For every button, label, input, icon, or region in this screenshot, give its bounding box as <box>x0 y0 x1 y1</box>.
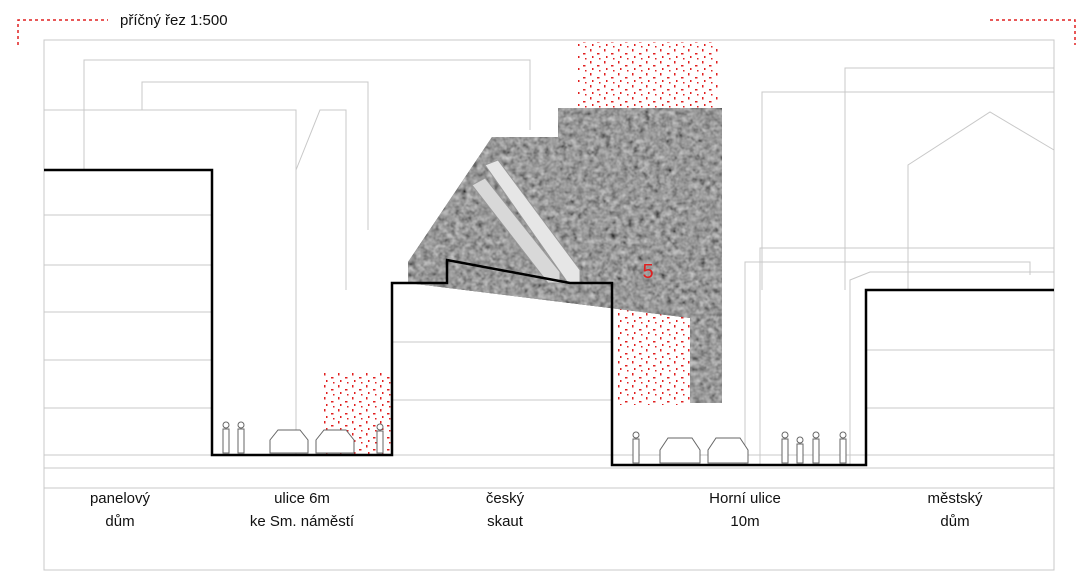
corner-mark <box>17 19 108 45</box>
section-label: panelový <box>90 490 151 507</box>
section-label: ulice 6m <box>274 490 330 507</box>
tree <box>618 300 690 405</box>
figures <box>222 421 847 464</box>
section-line <box>44 168 1054 467</box>
title: příčný řez 1:500 <box>120 12 228 29</box>
beam <box>484 159 581 284</box>
section-label: skaut <box>487 513 524 530</box>
background-buildings <box>44 59 1055 489</box>
section-label: městský <box>927 490 983 507</box>
section-label: český <box>486 490 525 507</box>
frame <box>43 39 1055 571</box>
section-label: Horní ulice <box>709 490 781 507</box>
section-label: dům <box>105 513 134 530</box>
section-label: dům <box>940 513 969 530</box>
section-label: 10m <box>730 513 759 530</box>
section-label: ke Sm. náměstí <box>250 513 355 530</box>
labels: panelový dům ulice 6m ke Sm. náměstí český sk… <box>90 490 983 530</box>
marker: 5 <box>642 261 653 283</box>
corner-mark <box>990 19 1076 45</box>
tree <box>578 42 718 108</box>
beam <box>471 177 561 284</box>
